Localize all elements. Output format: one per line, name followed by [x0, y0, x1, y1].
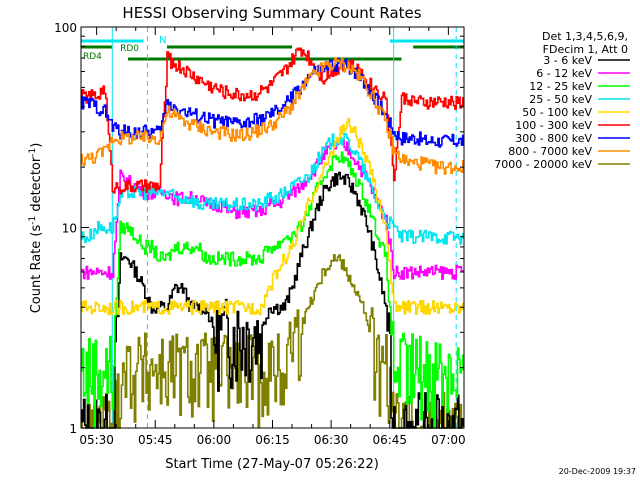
x-axis-label: Start Time (27-May-07 05:26:22) [165, 457, 379, 472]
y-axis-label-sup2: -1 [28, 148, 38, 157]
legend-entry-label: 800 - 7000 keV [508, 145, 592, 158]
chart-title: HESSI Observing Summary Count Rates [122, 4, 421, 22]
x-tick-label: 06:30 [314, 433, 349, 447]
footer-date: 20-Dec-2009 19:37 [559, 467, 636, 476]
legend-entry-label: 7000 - 20000 keV [494, 158, 592, 171]
y-axis-label-tail: detector [29, 156, 44, 216]
x-tick-label: 05:30 [79, 433, 114, 447]
series-layer [81, 47, 464, 429]
rd4-flag-label: RD4 [83, 52, 102, 62]
series-line-12-25keV [81, 151, 464, 429]
series-line-3-6keV [81, 171, 464, 429]
series-line-7000-20000keV [81, 254, 464, 429]
legend-entry-label: 50 - 100 keV [522, 106, 592, 119]
legend-entry-label: 100 - 300 keV [515, 119, 592, 132]
legend-entry-label: 12 - 25 keV [529, 80, 592, 93]
rd0-flag-label: RD0 [120, 44, 139, 54]
x-tick-label: 07:00 [431, 433, 466, 447]
y-axis-label-main: Count Rate (s [29, 225, 44, 314]
legend-entry-label: 3 - 6 keV [543, 54, 592, 67]
series-line-800-7000keV [81, 57, 464, 175]
y-axis-label: Count Rate (s-1 detector-1) [28, 143, 44, 314]
axes: 05:30 05:45 06:00 06:15 06:30 06:45 07:00 1 10 10… [54, 21, 466, 447]
y-tick-label: 1 [69, 422, 77, 436]
series-line-50-100keV [81, 117, 464, 316]
series-line-25-50keV [81, 132, 464, 245]
legend-entry-label: 25 - 50 keV [529, 93, 592, 106]
legend: Det 1,3,4,5,6,9, FDecim 1, Att 0 3 - 6 k… [494, 30, 630, 171]
legend-entry-label: 6 - 12 keV [536, 67, 592, 80]
legend-entry-label: 300 - 800 keV [515, 132, 592, 145]
x-tick-label: 06:45 [372, 433, 407, 447]
y-tick-label: 10 [62, 222, 77, 236]
series-line-100-300keV [81, 47, 464, 195]
y-axis-label-sup1: -1 [28, 216, 38, 225]
legend-header-line-1: Det 1,3,4,5,6,9, [542, 30, 628, 43]
x-tick-label: 06:00 [197, 433, 232, 447]
legend-header-line-2: FDecim 1, Att 0 [543, 43, 628, 56]
series-line-300-800keV [81, 57, 464, 148]
x-tick-label: 05:45 [138, 433, 173, 447]
night-flag-label: N [159, 35, 166, 46]
y-tick-label: 100 [54, 21, 77, 35]
y-axis-label-close: ) [29, 143, 44, 148]
x-tick-label: 06:15 [255, 433, 290, 447]
